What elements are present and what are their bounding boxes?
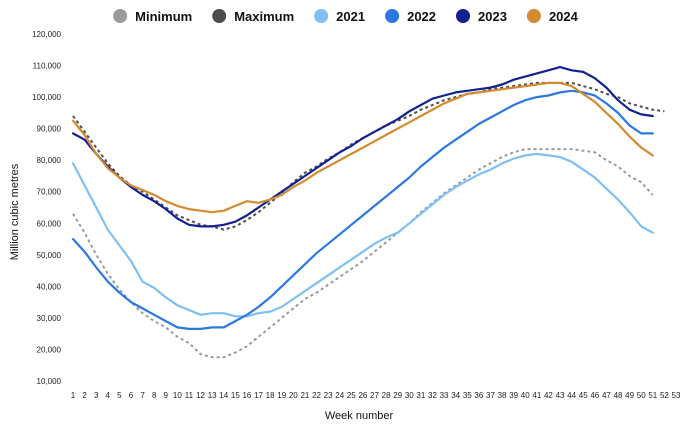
- y-tick-label: 100,000: [32, 93, 61, 102]
- y-tick-label: 80,000: [37, 156, 62, 165]
- x-tick-label: 48: [614, 391, 623, 400]
- x-tick-label: 18: [266, 391, 275, 400]
- x-tick-label: 27: [370, 391, 379, 400]
- legend-label: 2024: [549, 9, 579, 24]
- x-tick-label: 15: [231, 391, 240, 400]
- x-tick-label: 38: [498, 391, 507, 400]
- x-tick-label: 1: [71, 391, 76, 400]
- x-tick-label: 7: [140, 391, 145, 400]
- x-tick-label: 10: [173, 391, 182, 400]
- x-tick-label: 11: [185, 391, 194, 400]
- legend-item-minimum: Minimum: [113, 9, 192, 24]
- x-tick-label: 3: [94, 391, 99, 400]
- y-axis-ticks: 10,000 20,000 30,000 40,000 50,000 60,000 70,0…: [32, 30, 61, 386]
- y-tick-label: 60,000: [37, 219, 62, 228]
- x-tick-label: 53: [672, 391, 681, 400]
- legend-label: 2023: [478, 9, 507, 24]
- x-tick-label: 5: [117, 391, 122, 400]
- x-tick-label: 31: [416, 391, 425, 400]
- plot-area: [71, 66, 665, 359]
- y-tick-label: 110,000: [33, 62, 62, 71]
- x-tick-label: 4: [106, 391, 111, 400]
- x-tick-label: 37: [486, 391, 495, 400]
- series-line-2021: [71, 152, 654, 318]
- x-tick-label: 42: [544, 391, 553, 400]
- legend-label: Maximum: [234, 9, 294, 24]
- legend-swatch: [526, 9, 541, 23]
- y-tick-label: 90,000: [37, 125, 62, 134]
- legend-item-2022: 2022: [385, 9, 436, 24]
- series-line-maximum: [72, 81, 665, 231]
- legend-item-maximum: Maximum: [212, 9, 294, 24]
- x-tick-label: 28: [382, 391, 391, 400]
- y-axis-title: Million cubic metres: [9, 163, 21, 260]
- x-tick-label: 6: [129, 391, 134, 400]
- x-axis-ticks: 1 2 3 4 5 6 7 8 9 10 11 12 13 14 15 16 17 18 19 20 21 22 23 24 2…: [71, 391, 681, 400]
- series-line-minimum: [72, 148, 654, 359]
- x-tick-label: 43: [556, 391, 565, 400]
- x-tick-label: 36: [474, 391, 483, 400]
- x-tick-label: 9: [164, 391, 169, 400]
- x-tick-label: 51: [648, 391, 657, 400]
- x-tick-label: 25: [347, 391, 356, 400]
- y-tick-label: 50,000: [37, 251, 62, 260]
- x-tick-label: 35: [463, 391, 472, 400]
- x-tick-label: 46: [590, 391, 599, 400]
- y-tick-label: 10,000: [37, 377, 62, 386]
- x-tick-label: 23: [324, 391, 333, 400]
- x-tick-label: 21: [300, 391, 309, 400]
- series-line-2023: [71, 66, 654, 228]
- x-tick-label: 26: [358, 391, 367, 400]
- legend-swatch: [385, 9, 400, 23]
- x-tick-label: 34: [451, 391, 460, 400]
- x-tick-label: 45: [579, 391, 588, 400]
- x-tick-label: 47: [602, 391, 611, 400]
- series-line-2024: [71, 81, 654, 214]
- x-tick-label: 20: [289, 391, 298, 400]
- legend-swatch: [456, 9, 471, 23]
- x-tick-label: 16: [242, 391, 251, 400]
- x-tick-label: 24: [335, 391, 344, 400]
- x-tick-label: 32: [428, 391, 437, 400]
- x-tick-label: 12: [196, 391, 205, 400]
- x-tick-label: 2: [82, 391, 87, 400]
- x-tick-label: 29: [393, 391, 402, 400]
- legend-swatch: [314, 9, 329, 23]
- y-tick-label: 40,000: [37, 282, 62, 291]
- legend: Minimum Maximum 2021 2022 2023 2024: [113, 9, 579, 24]
- x-tick-label: 19: [277, 391, 286, 400]
- x-tick-label: 49: [625, 391, 634, 400]
- x-tick-label: 33: [440, 391, 449, 400]
- y-tick-label: 20,000: [37, 345, 62, 354]
- legend-item-2021: 2021: [314, 9, 365, 24]
- x-tick-label: 44: [567, 391, 576, 400]
- y-tick-label: 70,000: [37, 188, 62, 197]
- x-tick-label: 8: [152, 391, 157, 400]
- y-tick-label: 30,000: [37, 314, 62, 323]
- x-tick-label: 14: [219, 391, 228, 400]
- series-line-2022: [71, 89, 654, 330]
- x-tick-label: 50: [637, 391, 646, 400]
- x-tick-label: 52: [660, 391, 669, 400]
- x-tick-label: 17: [254, 391, 263, 400]
- x-tick-label: 40: [521, 391, 530, 400]
- x-tick-label: 13: [208, 391, 217, 400]
- legend-label: 2022: [407, 9, 436, 24]
- x-tick-label: 39: [509, 391, 518, 400]
- legend-item-2023: 2023: [456, 9, 507, 24]
- x-tick-label: 41: [532, 391, 541, 400]
- x-tick-label: 22: [312, 391, 321, 400]
- legend-swatch: [212, 9, 227, 23]
- legend-swatch: [113, 9, 128, 23]
- y-tick-label: 120,000: [32, 30, 61, 39]
- legend-item-2024: 2024: [526, 9, 579, 24]
- x-axis-title: Week number: [325, 410, 394, 422]
- legend-label: Minimum: [135, 9, 192, 24]
- legend-label: 2021: [336, 9, 365, 24]
- x-tick-label: 30: [405, 391, 414, 400]
